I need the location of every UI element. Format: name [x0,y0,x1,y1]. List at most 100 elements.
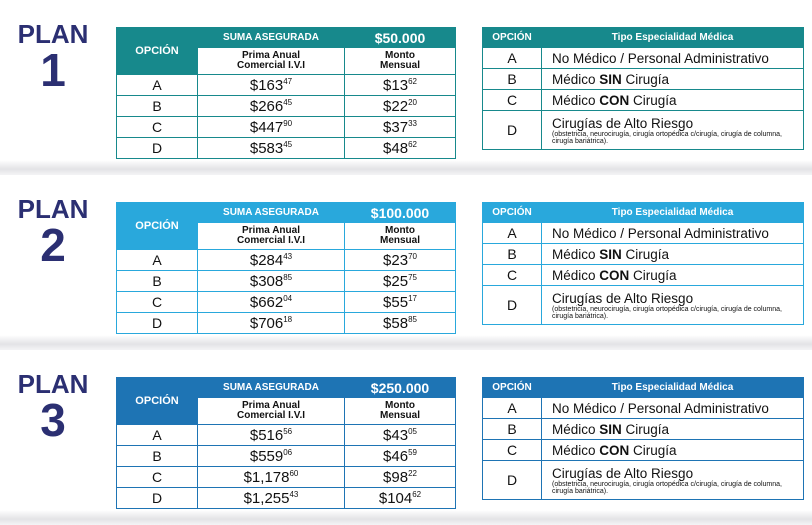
amount: $308 [249,272,284,290]
amount: $43 [383,426,409,444]
option: C [482,439,542,461]
specialty-table: OPCIÓN Tipo Especialidad Médica A No Médico… [482,377,804,500]
monthly-price: $4305 [344,424,456,446]
plan-word: PLAN [17,19,89,49]
option: A [116,424,198,446]
option: B [482,243,542,265]
amount: $1,178 [243,468,290,486]
annual-price: $51656 [197,424,345,446]
header-line: Monto [385,50,415,61]
column-header: Prima Anual Comercial I.V.I [197,222,345,250]
specialty-text: Médico [552,267,600,283]
monthly-price: $1362 [344,74,456,96]
specialty-row: D Cirugías de Alto Riesgo (obstetricia, ne… [482,285,804,325]
option: B [116,445,198,467]
cents: 33 [408,118,417,128]
cents: 22 [408,468,417,478]
cents: 20 [408,97,417,107]
specialty: No Médico / Personal Administrativo [541,222,804,244]
specialty-row: D Cirugías de Alto Riesgo (obstetricia, ne… [482,460,804,500]
specialty-row: C Médico CON Cirugía [482,264,804,286]
price-table: OPCIÓN SUMA ASEGURADA $250.000 Prima Anual C… [116,377,456,509]
column-header: Monto Mensual [344,397,456,425]
plan-label: PLAN 1 [12,19,94,96]
annual-price: $30885 [197,270,345,292]
sum-header: SUMA ASEGURADA [197,377,345,398]
price-table: OPCIÓN SUMA ASEGURADA $50.000 Prima Anual Co… [116,27,456,159]
subheader-row: Prima Anual Comercial I.V.I Monto Mensual [117,222,456,250]
table-body: OPCIÓN Tipo Especialidad Médica A No Médico… [482,202,804,325]
plan-label: PLAN 2 [12,194,94,268]
monthly-price: $4862 [344,137,456,159]
column-header: Prima Anual Comercial I.V.I [197,397,345,425]
cents: 62 [408,139,417,149]
specialty-note: (obstetricia, neurocirugía, cirugía orto… [552,480,782,495]
column-header: Monto Mensual [344,47,456,75]
table-body: OPCIÓN SUMA ASEGURADA $50.000 Prima Anual Co… [116,27,456,159]
option-header: OPCIÓN [116,377,198,425]
specialty-text: Cirugía [621,421,670,437]
specialty: Médico SIN Cirugía [541,68,804,90]
header-row: OPCIÓN Tipo Especialidad Médica [482,202,804,223]
monthly-price: $5885 [344,312,456,334]
header-row: OPCIÓN Tipo Especialidad Médica [482,377,804,398]
option: C [482,89,542,111]
specialty-text: Cirugía [621,71,670,87]
separator [0,335,812,350]
monthly-price: $2575 [344,270,456,292]
specialty-row: A No Médico / Personal Administrativo [482,47,804,69]
specialty: Médico SIN Cirugía [541,243,804,265]
annual-price: $66204 [197,291,345,313]
specialty-table: OPCIÓN Tipo Especialidad Médica A No Médico… [482,202,804,325]
amount: $706 [249,314,284,332]
table-body: OPCIÓN SUMA ASEGURADA $100.000 Prima Anual C… [116,202,456,334]
cents: 04 [283,293,293,303]
header-line: Prima Anual [242,400,300,411]
specialty: Cirugías de Alto Riesgo (obstetricia, neu… [541,460,804,500]
cents: 47 [283,76,293,86]
plan-number: 1 [40,44,66,96]
specialty-text: Cirugía [621,246,670,262]
header-row: OPCIÓN SUMA ASEGURADA $100.000 [116,202,456,250]
cents: 43 [283,251,293,261]
sum-header: SUMA ASEGURADA [197,202,345,223]
option: A [116,249,198,271]
option: D [116,312,198,334]
plan-word: PLAN [17,369,89,399]
type-header: Tipo Especialidad Médica [541,27,804,48]
price-row: C $44790 $3733 [116,116,456,138]
header-line: Comercial I.V.I [237,60,305,71]
amount: $559 [249,447,284,465]
amount: $48 [383,139,409,157]
price-row: D $58345 $4862 [116,137,456,159]
header-row: OPCIÓN Tipo Especialidad Médica [482,27,804,48]
option-header: OPCIÓN [482,202,542,223]
option: C [116,466,198,488]
cents: 45 [283,97,293,107]
price-row: D $70618 $5885 [116,312,456,334]
specialty-note: (obstetricia, neurocirugía, cirugía orto… [552,305,782,320]
sum-value: $100.000 [344,202,456,223]
annual-price: $26645 [197,95,345,117]
separator [0,160,812,175]
header-row: OPCIÓN SUMA ASEGURADA $250.000 [116,377,456,425]
option: A [482,222,542,244]
column-header: Prima Anual Comercial I.V.I [197,47,345,75]
option-header: OPCIÓN [482,377,542,398]
header-line: Monto [385,225,415,236]
specialty-text: Médico [552,421,600,437]
plan-word: PLAN [17,194,89,224]
cents: 06 [283,447,293,457]
amount: $516 [249,426,284,444]
amount: $662 [249,293,284,311]
table-body: OPCIÓN Tipo Especialidad Médica A No Médico… [482,377,804,500]
cents: 85 [283,272,293,282]
cents: 62 [408,76,417,86]
option-header: OPCIÓN [116,202,198,250]
specialty-text: No Médico / Personal Administrativo [552,400,769,416]
specialty: Médico SIN Cirugía [541,418,804,440]
header-line: Mensual [379,235,420,246]
header-line: Comercial I.V.I [237,410,305,421]
price-row: A $28443 $2370 [116,249,456,271]
header-line: Comercial I.V.I [237,235,305,246]
